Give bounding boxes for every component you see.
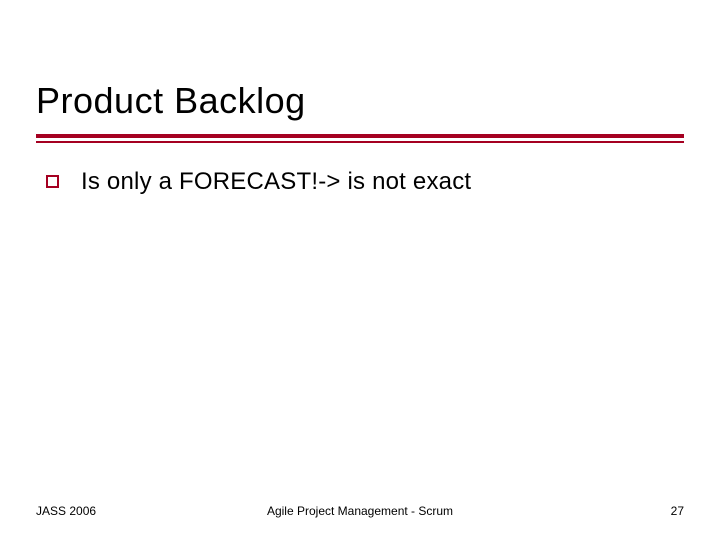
square-bullet-icon (46, 175, 59, 188)
bullet-text: Is only a FORECAST!-> is not exact (81, 168, 471, 196)
content-area: Is only a FORECAST!-> is not exact (46, 168, 674, 196)
title-underline (36, 134, 684, 143)
footer-left: JASS 2006 (36, 504, 96, 518)
slide: Product Backlog Is only a FORECAST!-> is… (0, 0, 720, 540)
footer: JASS 2006 Agile Project Management - Scr… (36, 504, 684, 518)
page-number: 27 (671, 504, 684, 518)
footer-center: Agile Project Management - Scrum (267, 504, 453, 518)
bullet-item: Is only a FORECAST!-> is not exact (46, 168, 674, 196)
title-area: Product Backlog (36, 80, 684, 132)
slide-title: Product Backlog (36, 80, 684, 132)
